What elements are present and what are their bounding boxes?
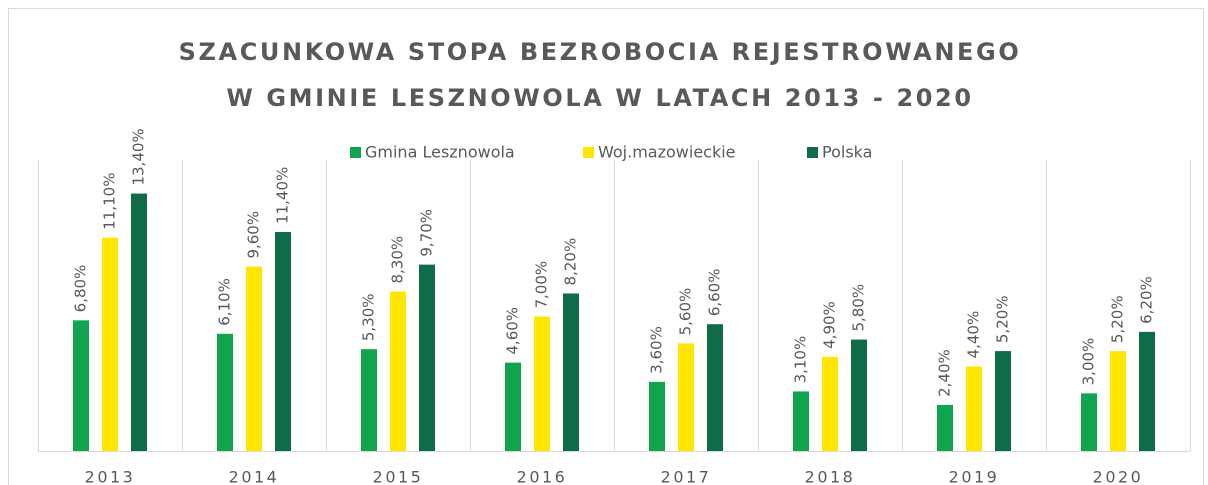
bar: [707, 324, 723, 451]
bar: [851, 339, 867, 451]
x-tick-label: 2017: [661, 468, 712, 485]
data-label: 9,70%: [418, 209, 436, 257]
data-label: 5,80%: [850, 284, 868, 332]
bar: [995, 351, 1011, 451]
data-label: 4,90%: [821, 301, 839, 349]
data-label: 3,10%: [792, 336, 810, 384]
data-label: 6,20%: [1138, 276, 1156, 324]
data-label: 4,60%: [504, 307, 522, 355]
chart-title: W GMINIE LESZNOWOLA W LATACH 2013 - 2020: [226, 84, 973, 112]
data-label: 9,60%: [245, 211, 263, 259]
bar: [131, 193, 147, 451]
data-label: 6,10%: [216, 278, 234, 326]
data-label: 5,30%: [360, 294, 378, 342]
chart-border: [8, 8, 1204, 485]
bar: [563, 293, 579, 451]
bar: [246, 266, 262, 451]
data-label: 4,40%: [965, 311, 983, 359]
data-label: 6,60%: [706, 269, 724, 317]
bar: [937, 404, 953, 451]
x-tick-label: 2014: [229, 468, 280, 485]
bar: [505, 362, 521, 451]
bar: [793, 391, 809, 451]
x-tick-label: 2018: [805, 468, 856, 485]
bar: [966, 366, 982, 451]
data-label: 5,20%: [1109, 295, 1127, 343]
data-label: 5,20%: [994, 295, 1012, 343]
data-label: 11,10%: [101, 173, 119, 230]
bar: [73, 320, 89, 451]
bar: [822, 356, 838, 451]
bar: [419, 264, 435, 451]
chart-title: SZACUNKOWA STOPA BEZROBOCIA REJESTROWANE…: [179, 38, 1022, 66]
x-tick-label: 2016: [517, 468, 568, 485]
data-label: 6,80%: [72, 265, 90, 313]
data-label: 8,20%: [562, 238, 580, 286]
bar: [102, 237, 118, 451]
legend-label: Woj.mazowieckie: [598, 143, 736, 162]
x-tick-label: 2013: [85, 468, 136, 485]
legend-swatch: [350, 147, 361, 158]
x-tick-label: 2019: [949, 468, 1000, 485]
bar: [361, 349, 377, 451]
x-tick-label: 2015: [373, 468, 424, 485]
data-label: 3,60%: [648, 326, 666, 374]
data-label: 3,00%: [1080, 338, 1098, 386]
data-label: 5,60%: [677, 288, 695, 336]
legend-label: Gmina Lesznowola: [365, 143, 515, 162]
bar: [390, 291, 406, 451]
legend-swatch: [807, 147, 818, 158]
bar: [275, 231, 291, 451]
bar: [1139, 331, 1155, 451]
data-label: 8,30%: [389, 236, 407, 284]
bar: [678, 343, 694, 451]
bar: [217, 333, 233, 451]
data-label: 11,40%: [274, 167, 292, 224]
x-tick-label: 2020: [1093, 468, 1144, 485]
bar: [649, 381, 665, 451]
data-label: 2,40%: [936, 349, 954, 397]
bar: [1081, 393, 1097, 451]
bar: [1110, 351, 1126, 451]
data-label: 13,40%: [130, 128, 148, 185]
data-label: 7,00%: [533, 261, 551, 309]
legend-swatch: [583, 147, 594, 158]
bar: [534, 316, 550, 451]
legend-label: Polska: [822, 143, 872, 162]
